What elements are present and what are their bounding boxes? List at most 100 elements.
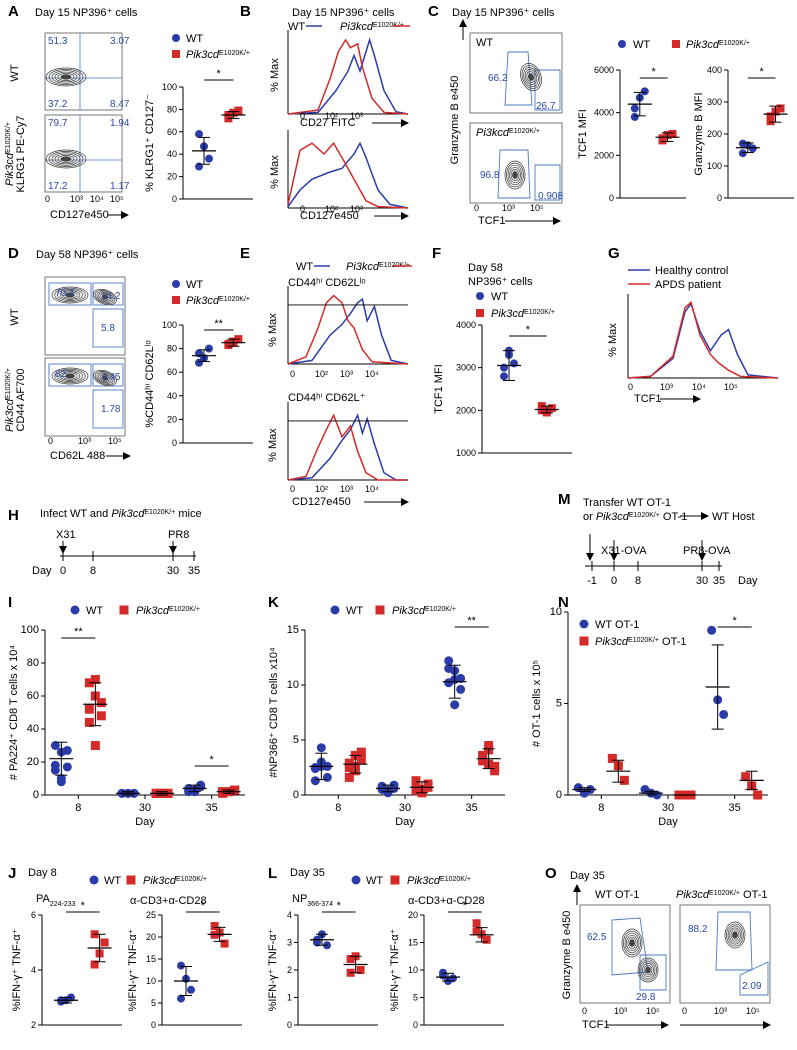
panel-D-row-mut-part: Pik3cd [4,398,16,432]
legend-A-wt-marker [172,34,180,42]
panel-D-contour-ring [59,371,81,381]
legend-I-wt-label: WT [86,605,103,617]
panel-C-gate-left [504,51,533,106]
panel-D-contour-ring [59,290,81,300]
legend-N-mut-label-part: Pik3cd [595,636,629,648]
panel-K-point [310,776,320,786]
panel-G-xtick: 10³ [660,382,673,392]
panel-C-gate-right2 [534,164,561,201]
panel-D-stat-ytick-label: 60 [167,367,177,377]
panel-A-stat-ytick-label: 60 [167,127,177,137]
panel-A-stat-point [195,130,203,139]
panel-A-ylabel: KLRG1 PE-Cy7 [15,115,27,192]
panel-E-legend-wt: WT [296,261,313,273]
panel-G-legend1: Healthy control [655,265,728,277]
legend-K-wt-label: WT [346,605,363,617]
panel-D-row-wt: WT [9,308,21,325]
legend-F-wt-marker [476,292,484,300]
panel-N-xtick-label: 8 [598,802,604,814]
panel-D-gate-value: 5.8 [101,323,115,334]
panel-H-title-part: Pik3cd [111,508,145,520]
panel-A-contour-ring [48,68,84,85]
panel-A-gate-value: 1.94 [110,118,130,129]
panel-C-xtick: 10³ [502,203,515,213]
panel-C-stat2-ytick-label: 300 [707,97,722,107]
panel-D-stat-ytick-label: 0 [172,438,177,448]
panel-D-contour-ring [51,367,89,385]
panel-J-sub1-part: PA [36,893,51,905]
panel-I-point [84,717,94,727]
panel-J-stat1-point [90,960,99,969]
panel-L-stat2-point [482,935,491,944]
legend-L-mut-label-part: Pik3cd [407,875,441,887]
panel-D-contour2-ring [98,292,112,302]
panel-C-mut: Pi3kcdE1020K/+ [476,127,540,139]
panel-N-xlabel: Day [658,816,678,828]
panel-A-contour-ring [57,73,75,81]
panel-L-stat2-ytick-label: 20 [408,910,418,920]
legend-N-wt-label: WT OT-1 [595,619,639,631]
panel-J-stat1-ytick-label: 2 [31,1020,36,1030]
panel-I-xtick-label: 35 [206,802,218,814]
panel-C-gate-value: 26.7 [536,101,556,112]
panel-L-letter: L [268,865,277,882]
panel-C-stat2-ylabel: Granzyme B MFI [693,92,705,175]
panel-C-contour2-ring [510,169,520,181]
panel-C-stat1-point [668,130,677,138]
panel-B-ylabel2: % Max [269,155,281,189]
panel-J-stat2-ytick-label: 20 [146,932,156,942]
panel-H-title-part: mice [175,508,201,520]
panel-K-ylabel: #NP366⁺ CD8 T cells x10⁴ [268,647,280,778]
panel-L-sub1: NP366-374 [292,893,333,908]
panel-L-stat1-ytick-label: 2 [287,965,292,975]
panel-H-title-part: E1020K/+ [144,509,175,516]
panel-E-xtick: 10³ [340,369,353,379]
panel-H-event1: X31 [56,529,76,541]
panel-O-contour2-ring [732,931,738,939]
panel-C-contour1-ring [526,71,536,83]
panel-J-stat1-point [57,997,65,1006]
panel-J-stat1-ytick-label: 4 [31,965,36,975]
panel-I-point [90,675,100,684]
panel-O-gate-value: 29.8 [636,992,656,1003]
panel-A-xlabel: CD127e450 [50,209,109,221]
panel-O-letter: O [545,865,557,882]
panel-D-contour-ring [57,289,83,301]
panel-L-stat2-point [449,974,457,983]
panel-C-contour2 [504,160,526,190]
panel-K-ytick-label: 10 [287,679,299,691]
panel-D-title: Day 58 NP396⁺ cells [36,249,139,261]
panel-D-stat-ytick-label: 100 [162,320,177,330]
panel-F-stat-point [500,372,508,381]
panel-K-point [444,664,454,673]
panel-D-contour2-ring [94,290,116,304]
panel-N-ytick-label: 5 [556,698,562,710]
panel-K-point [411,786,421,796]
panel-M-axis-label: Day [738,575,758,587]
panel-N-point [741,772,751,782]
panel-A-contour-ring [45,67,87,87]
panel-L-stat1-ylabel: %IFN-γ⁺ TNF-α⁺ [267,928,279,1011]
panel-D-contour [51,286,89,304]
panel-C-wt: WT [476,37,493,49]
legend-A-wt-label: WT [186,33,203,45]
legend-N-mut-label-part: OT-1 [659,636,687,648]
panel-H-tick-label: 35 [188,565,200,577]
panel-C-contour1-ring [523,67,539,87]
panel-A-stat-point [195,162,203,171]
panel-H-title-part: Infect WT and [40,508,111,520]
panel-E-hist2-mut-curve [287,413,408,481]
panel-M-tick-label: -1 [587,575,597,587]
panel-G-ylabel: % Max [607,323,619,357]
legend-J-wt-marker [89,875,99,885]
panel-O-contour1-ring [627,937,637,949]
panel-N-xtick-label: 30 [662,802,674,814]
panel-C-gate-right [534,69,561,111]
panel-A-row-mut: Pik3cdE1020K/+ [4,122,16,186]
legend-F-mut-label-part: Pik3cd [491,308,525,320]
panel-C-stat1-point [640,87,649,96]
panel-H-axis-label: Day [32,565,52,577]
panel-L-stat1-sig-text: * [337,900,342,912]
panel-K-sig-text: ** [467,615,476,627]
legend-N-mut-label-part: E1020K/+ [628,637,659,644]
